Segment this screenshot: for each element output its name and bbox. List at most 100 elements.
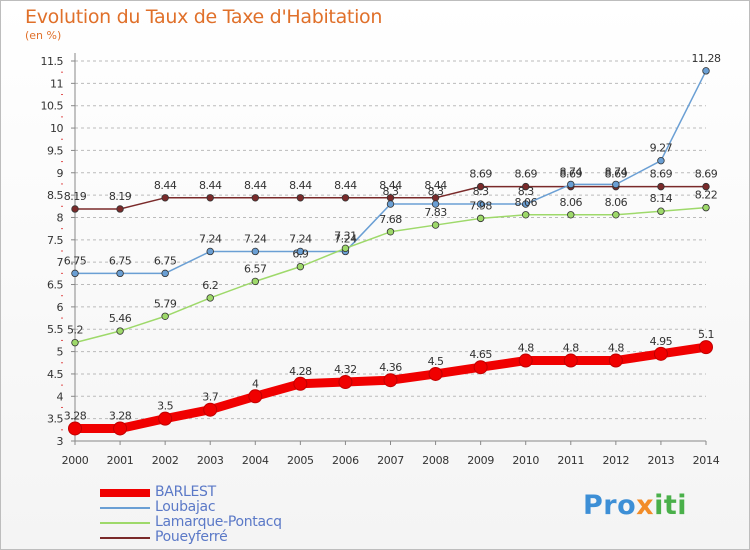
data-label-loubajac: 8.3 — [383, 185, 399, 198]
data-point-barlest — [338, 374, 353, 389]
data-label-lamarque: 8.14 — [650, 192, 673, 205]
data-point-loubajac — [296, 247, 305, 256]
data-point-lamarque — [71, 338, 79, 347]
y-tick-label: 9 — [57, 167, 64, 180]
data-point-poueyferre — [71, 205, 79, 213]
data-point-poueyferre — [251, 194, 259, 202]
data-point-loubajac — [567, 180, 575, 189]
x-tick-label: 2008 — [422, 454, 449, 467]
data-point-lamarque — [567, 211, 575, 219]
data-label-barlest: 5.1 — [698, 328, 714, 341]
legend-swatch-barlest — [100, 485, 150, 500]
y-tick-label: 4 — [57, 390, 64, 403]
data-label-lamarque: 7.68 — [379, 213, 402, 226]
data-label-poueyferre: 8.69 — [605, 168, 628, 181]
data-point-lamarque — [296, 262, 305, 271]
data-point-barlest — [653, 346, 668, 361]
data-point-barlest — [203, 402, 218, 417]
data-label-loubajac: 8.3 — [518, 185, 534, 198]
x-tick-label: 2009 — [467, 454, 494, 467]
data-point-poueyferre — [296, 194, 305, 202]
y-tick-label: 5.5 — [47, 323, 63, 336]
y-tick-label: 3 — [57, 435, 64, 448]
data-label-lamarque: 8.22 — [695, 189, 718, 202]
data-point-lamarque — [522, 211, 530, 219]
data-point-barlest — [563, 353, 578, 368]
data-label-loubajac: 7.24 — [244, 232, 267, 245]
data-point-loubajac — [702, 67, 710, 75]
data-label-loubajac: 8.3 — [428, 185, 444, 198]
x-tick-label: 2013 — [648, 454, 675, 467]
data-label-barlest: 4.8 — [563, 342, 579, 355]
data-label-loubajac: 7.24 — [334, 232, 357, 245]
proxiti-logo: Proxiti — [583, 490, 687, 521]
data-point-loubajac — [476, 200, 485, 208]
y-tick-label: 5 — [57, 346, 64, 359]
data-label-poueyferre: 8.69 — [514, 168, 537, 181]
data-label-poueyferre: 8.44 — [244, 179, 267, 192]
data-label-loubajac: 6.75 — [109, 254, 132, 267]
data-label-poueyferre: 8.44 — [289, 179, 312, 192]
data-point-loubajac — [522, 200, 530, 208]
chart-title: Evolution du Taux de Taxe d'Habitation — [25, 6, 383, 28]
data-label-poueyferre: 8.44 — [154, 179, 177, 192]
data-point-lamarque — [431, 221, 440, 229]
x-tick-label: 2003 — [197, 454, 224, 467]
y-unit-label: (en %) — [25, 29, 62, 42]
legend-swatch-poueyferre — [100, 530, 150, 545]
data-label-loubajac: 6.75 — [64, 254, 87, 267]
data-point-loubajac — [251, 247, 259, 256]
data-label-poueyferre: 8.69 — [469, 168, 492, 181]
data-point-lamarque — [476, 214, 485, 223]
data-point-lamarque — [657, 207, 665, 215]
data-label-barlest: 4.32 — [334, 363, 357, 376]
data-point-loubajac — [431, 200, 440, 208]
data-point-loubajac — [161, 269, 169, 278]
data-label-loubajac: 7.24 — [289, 232, 312, 245]
data-label-barlest: 3.28 — [64, 409, 87, 422]
data-point-poueyferre — [206, 194, 214, 202]
y-tick-label: 10.5 — [41, 100, 64, 113]
data-point-lamarque — [161, 312, 169, 320]
x-tick-label: 2001 — [107, 454, 134, 467]
data-label-barlest: 4.36 — [379, 361, 402, 374]
y-tick-label: 3.5 — [47, 413, 63, 426]
data-point-barlest — [428, 366, 443, 381]
data-point-poueyferre — [702, 182, 710, 191]
data-point-barlest — [68, 421, 82, 436]
data-label-loubajac: 7.24 — [199, 232, 222, 245]
data-point-barlest — [383, 373, 398, 388]
data-label-lamarque: 5.79 — [154, 297, 177, 310]
legend-swatch-loubajac — [100, 500, 150, 515]
data-point-loubajac — [116, 269, 124, 278]
data-point-poueyferre — [522, 182, 530, 191]
data-label-lamarque: 8.06 — [605, 196, 628, 209]
data-label-barlest: 4.5 — [428, 355, 444, 368]
x-tick-label: 2007 — [377, 454, 404, 467]
data-label-lamarque: 5.2 — [67, 324, 83, 337]
y-tick-label: 8.5 — [47, 189, 63, 202]
data-point-lamarque — [251, 277, 259, 286]
data-point-lamarque — [116, 327, 124, 335]
data-point-barlest — [518, 353, 533, 368]
legend-label-poueyferre: Poueyferré — [155, 529, 228, 545]
data-label-poueyferre: 8.44 — [424, 179, 447, 192]
data-point-poueyferre — [116, 205, 124, 213]
data-label-lamarque: 7.83 — [424, 206, 447, 219]
data-label-lamarque: 8.06 — [514, 196, 537, 209]
data-point-poueyferre — [161, 194, 169, 202]
y-tick-label: 7.5 — [47, 234, 63, 247]
data-point-lamarque — [702, 203, 710, 212]
data-label-loubajac: 8.3 — [473, 185, 489, 198]
series-line-lamarque — [74, 206, 707, 344]
x-tick-label: 2014 — [693, 454, 720, 467]
data-label-poueyferre: 8.19 — [64, 190, 87, 203]
y-tick-label: 7 — [57, 256, 64, 269]
data-point-barlest — [158, 411, 173, 426]
y-tick-label: 9.5 — [47, 144, 63, 157]
data-point-barlest — [113, 421, 128, 436]
data-label-poueyferre: 8.69 — [650, 168, 673, 181]
data-label-lamarque: 7.98 — [469, 199, 492, 212]
data-point-poueyferre — [341, 194, 350, 202]
data-point-lamarque — [612, 211, 620, 219]
